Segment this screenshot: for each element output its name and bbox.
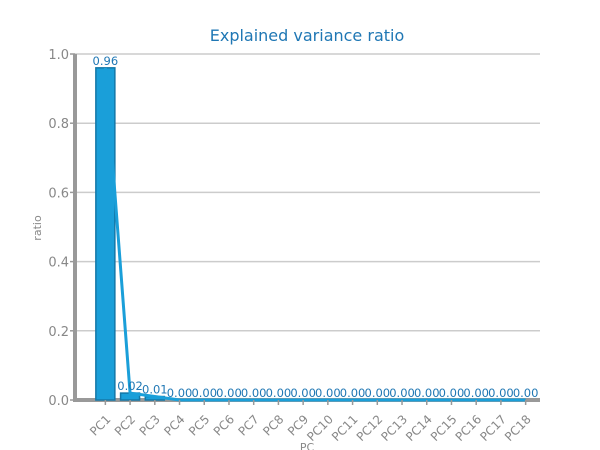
data-label: 0.01 — [142, 383, 168, 397]
x-tick-label: PC3 — [137, 412, 163, 438]
data-label: 0.00 — [340, 386, 366, 400]
x-tick-label: PC6 — [211, 412, 237, 438]
data-label: 0.00 — [315, 386, 341, 400]
trend-line — [103, 67, 526, 402]
x-tick-label: PC13 — [378, 412, 410, 444]
bar — [95, 67, 116, 401]
x-tick-label: PC5 — [186, 412, 212, 438]
x-tick-label: PC7 — [235, 412, 261, 438]
x-tick-label: PC12 — [354, 412, 386, 444]
data-label: 0.00 — [266, 386, 292, 400]
data-label: 0.00 — [290, 386, 316, 400]
y-axis-label: ratio — [31, 215, 44, 241]
x-tick-label: PC17 — [477, 412, 509, 444]
data-label: 0.00 — [191, 386, 217, 400]
data-label: 0.02 — [117, 379, 143, 393]
data-label: 0.00 — [513, 386, 539, 400]
x-tick-label: PC15 — [428, 412, 460, 444]
x-tick-label: PC14 — [403, 412, 435, 444]
data-label: 0.00 — [488, 386, 514, 400]
y-tick-label: 0.4 — [48, 256, 69, 271]
x-tick-label: PC8 — [260, 412, 286, 438]
y-tick-label: 0.0 — [48, 394, 69, 409]
data-label: 0.00 — [167, 386, 193, 400]
y-tick-label: 0.8 — [48, 117, 69, 132]
chart-title: Explained variance ratio — [209, 26, 405, 45]
x-tick-label: PC1 — [87, 412, 113, 438]
data-label: 0.00 — [389, 386, 415, 400]
y-tick-label: 0.6 — [48, 186, 69, 201]
x-tick-label: PC4 — [161, 412, 187, 438]
data-label: 0.00 — [216, 386, 242, 400]
y-tick-label: 1.0 — [48, 48, 69, 63]
x-axis-label: PC — [300, 441, 315, 450]
x-tick-label: PC16 — [453, 412, 485, 444]
x-tick-label: PC2 — [112, 412, 138, 438]
data-label: 0.00 — [439, 386, 465, 400]
data-label: 0.00 — [241, 386, 267, 400]
data-label: 0.00 — [365, 386, 391, 400]
data-label: 0.00 — [463, 386, 489, 400]
data-label: 0.00 — [414, 386, 440, 400]
x-tick-label: PC18 — [502, 412, 534, 444]
y-tick-label: 0.2 — [48, 325, 69, 340]
x-tick-label: PC11 — [329, 412, 361, 444]
data-label: 0.96 — [93, 54, 119, 68]
x-tick-label: PC10 — [304, 412, 336, 444]
